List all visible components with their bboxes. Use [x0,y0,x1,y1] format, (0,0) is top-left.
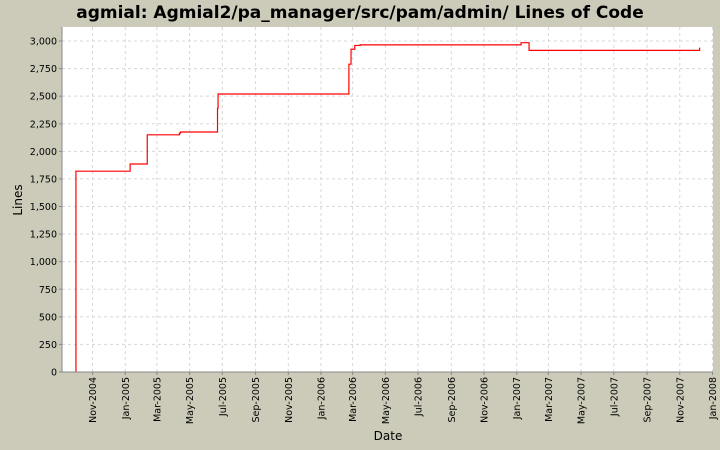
y-tick-label: 2,250 [30,119,57,130]
y-axis-label: Lines [11,184,25,215]
x-tick-label: Jan-2005 [121,377,132,420]
x-tick-label: Jul-2006 [414,377,425,417]
x-tick-label: Nov-2005 [284,377,295,423]
x-tick-label: Sep-2007 [643,377,654,423]
gridlines [62,27,713,373]
x-tick-label: Nov-2004 [88,377,99,423]
plot-area [62,27,713,372]
y-tick-label: 1,000 [30,257,57,268]
x-tick-label: Nov-2006 [480,377,491,423]
y-axis: 0 250 500 750 1,000 1,250 1,500 1,750 2,000 2,250… [30,37,62,379]
chart-title: agmial: Agmial2/pa_manager/src/pam/admin… [76,3,644,23]
y-tick-label: 1,500 [30,202,57,213]
series-line [75,42,701,372]
x-tick-label: May-2006 [381,377,392,424]
x-tick-label: Jul-2007 [609,377,620,417]
x-tick-label: Jan-2006 [317,377,328,420]
x-tick-label: Sep-2005 [251,377,262,423]
x-tick-label: May-2005 [185,377,196,424]
y-tick-label: 750 [39,285,57,296]
y-tick-label: 2,750 [30,64,57,75]
x-tick-label: Mar-2005 [152,377,163,422]
x-axis: Nov-2004 Jan-2005 Mar-2005 May-2005 Jul-2005… [88,372,719,424]
y-tick-label: 0 [51,368,57,379]
y-tick-label: 2,500 [30,92,57,103]
x-tick-label: Nov-2007 [675,377,686,423]
y-tick-label: 500 [39,312,57,323]
y-tick-label: 1,250 [30,230,57,241]
x-tick-label: Jan-2008 [708,377,719,420]
y-tick-label: 1,750 [30,174,57,185]
x-axis-label: Date [374,429,403,443]
y-tick-label: 250 [39,340,57,351]
x-tick-label: Jan-2007 [512,377,523,420]
x-tick-label: Jul-2005 [218,377,229,417]
x-tick-label: Sep-2006 [447,377,458,423]
x-tick-label: Mar-2006 [348,377,359,422]
y-tick-label: 3,000 [30,37,57,48]
x-tick-label: Mar-2007 [544,377,555,422]
x-tick-label: May-2007 [577,377,588,424]
y-tick-label: 2,000 [30,147,57,158]
